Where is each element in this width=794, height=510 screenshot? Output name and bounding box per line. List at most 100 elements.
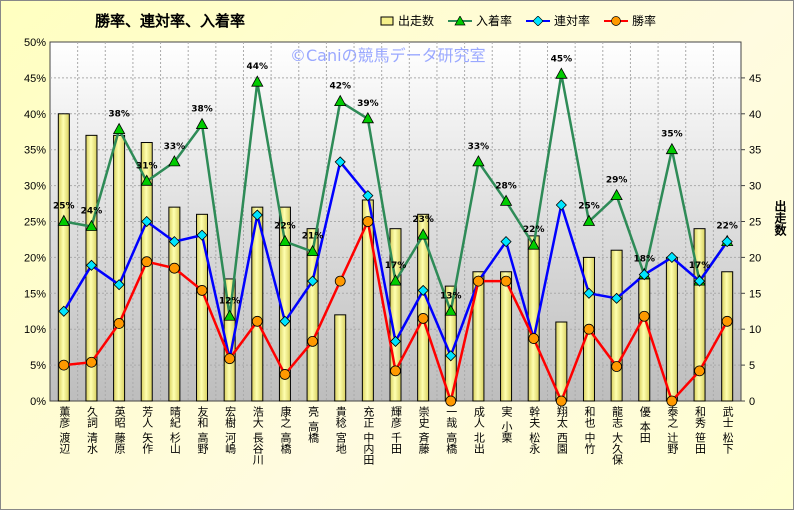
point-win-rate	[666, 395, 678, 407]
diamond-marker-icon	[526, 15, 551, 26]
x-tick-label: 和也 中竹	[582, 406, 596, 454]
data-label-place-rate: 17%	[689, 261, 711, 271]
point-win-rate	[362, 216, 374, 227]
point-top2-rate	[251, 209, 263, 221]
trainer-surname: 杉山	[168, 432, 182, 454]
data-label-place-rate: 44%	[247, 62, 269, 72]
bar-starts	[610, 249, 623, 402]
point-win-rate	[555, 395, 567, 407]
data-label-place-rate: 45%	[551, 54, 573, 64]
point-win-rate	[334, 275, 346, 287]
y-right-tick-label: 20	[749, 252, 761, 264]
legend-label: 出走数	[398, 14, 435, 28]
trainer-surname: 笹田	[693, 432, 707, 454]
point-place-rate	[444, 304, 457, 316]
trainer-given-name: 芳人	[140, 406, 154, 428]
trainer-given-name: 翔太	[555, 406, 569, 428]
data-label-place-rate: 35%	[661, 130, 683, 140]
trainer-surname: 宮地	[334, 432, 348, 454]
trainer-given-name: 和秀	[693, 406, 707, 428]
x-tick-label: 翔太 西園	[554, 406, 568, 454]
trainer-given-name: 貴稔	[334, 406, 348, 428]
data-label-place-rate: 33%	[164, 142, 186, 152]
trainer-given-name: 泰之	[665, 406, 679, 428]
point-win-rate	[417, 313, 429, 324]
legend-item-place: 入着率	[448, 12, 512, 29]
y-axis-right-label: 出走数	[773, 200, 787, 236]
x-tick-label: 久詞 清水	[84, 406, 98, 454]
x-tick-label: 実小栗	[499, 406, 513, 443]
trainer-given-name: 龍志	[610, 406, 624, 428]
data-label-place-rate: 33%	[468, 142, 490, 152]
trainer-given-name: 成人	[472, 406, 486, 428]
trainer-given-name: 薫彦	[57, 406, 71, 428]
point-top2-rate	[141, 215, 153, 228]
x-tick-label: 浩大 長谷川	[250, 406, 264, 465]
data-label-place-rate: 39%	[357, 99, 379, 109]
point-win-rate	[390, 365, 401, 377]
data-label-place-rate: 13%	[440, 291, 462, 301]
point-win-rate	[445, 395, 457, 407]
point-top2-rate	[362, 190, 374, 202]
y-left-tick-label: 15%	[24, 288, 46, 300]
legend-label: 入着率	[476, 14, 513, 28]
data-label-place-rate: 22%	[523, 225, 545, 235]
point-win-rate	[721, 315, 733, 327]
legend-item-starts: 出走数	[380, 12, 434, 29]
point-place-rate	[306, 244, 319, 257]
bar-starts	[306, 228, 319, 402]
chart-title: 勝率、連対率、入着率	[95, 12, 246, 30]
trainer-surname: 長谷川	[251, 432, 265, 465]
legend-item-win: 勝率	[604, 12, 656, 29]
bar-starts	[417, 213, 430, 402]
point-win-rate	[251, 315, 263, 327]
y-left-tick-label: 50%	[24, 37, 46, 49]
y-right-tick-label: 30	[749, 181, 761, 193]
y-right-tick-label: 15	[749, 288, 761, 300]
trainer-surname: 斉藤	[417, 432, 431, 454]
trainer-given-name: 康之	[278, 406, 292, 428]
data-label-place-rate: 38%	[191, 105, 213, 115]
data-label-place-rate: 29%	[606, 176, 628, 186]
data-label-place-rate: 23%	[412, 215, 434, 225]
bar-starts	[57, 113, 70, 402]
trainer-given-name: 英昭	[113, 406, 127, 428]
point-place-rate	[195, 117, 209, 129]
point-place-rate	[555, 67, 568, 79]
x-tick-label: 武士 松下	[720, 406, 734, 454]
bar-starts	[665, 256, 678, 402]
point-top2-rate	[334, 156, 346, 168]
trainer-surname: 矢作	[140, 432, 154, 454]
point-top2-rate	[638, 269, 650, 281]
trainer-given-name: 幹夫	[527, 406, 541, 428]
trainer-given-name: 輝彦	[389, 406, 403, 428]
bar-starts	[334, 314, 347, 402]
point-place-rate	[582, 214, 596, 226]
trainer-surname: 中竹	[582, 432, 596, 454]
y-right-tick-label: 45	[749, 73, 761, 85]
y-left-tick-label: 10%	[24, 324, 46, 336]
point-top2-rate	[58, 305, 70, 317]
point-top2-rate	[113, 279, 125, 291]
x-tick-label: 芳人 矢作	[140, 406, 154, 454]
x-tick-label: 貴稔 宮地	[333, 406, 347, 454]
trainer-surname: 松永	[527, 432, 541, 454]
trainer-surname: 河嶋	[223, 432, 237, 454]
trainer-given-name: 優	[638, 406, 652, 417]
y-left-tick-label: 20%	[24, 252, 46, 264]
point-place-rate	[57, 214, 70, 226]
data-label-place-rate: 25%	[578, 202, 600, 212]
point-top2-rate	[555, 199, 567, 211]
point-place-rate	[389, 274, 402, 286]
point-top2-rate	[666, 251, 678, 263]
data-label-place-rate: 21%	[302, 232, 324, 242]
x-tick-label: 薫彦 渡辺	[57, 406, 71, 454]
legend: 出走数 入着率 連対率 勝率	[380, 12, 656, 29]
y-left-tick-label: 25%	[24, 217, 46, 229]
point-win-rate	[528, 333, 540, 344]
trainer-given-name: 亮	[306, 406, 320, 417]
point-place-rate	[665, 142, 679, 155]
x-tick-label: 崇史 斉藤	[416, 406, 430, 454]
point-place-rate	[527, 238, 540, 250]
